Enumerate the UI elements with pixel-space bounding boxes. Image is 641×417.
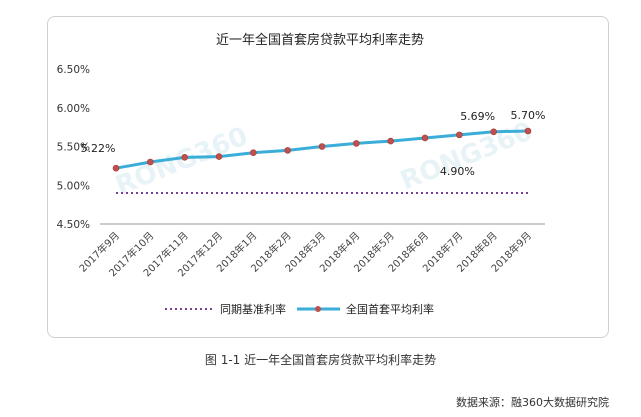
avg-rate-point — [421, 134, 429, 142]
legend-baseline-label: 同期基准利率 — [220, 302, 286, 316]
avg-rate-point — [112, 164, 120, 172]
y-tick-label: 4.50% — [57, 219, 90, 231]
watermark-left: RONG360 — [111, 121, 252, 201]
data-label: 5.70% — [511, 109, 546, 122]
avg-rate-point — [250, 149, 257, 156]
legend-avg-label: 全国首套平均利率 — [346, 302, 434, 316]
avg-rate-point — [524, 127, 532, 135]
y-tick-label: 5.50% — [57, 142, 90, 154]
avg-rate-point — [387, 137, 394, 145]
watermark-right: RONG360 — [396, 116, 537, 196]
data-label: 4.90% — [440, 165, 475, 178]
avg-rate-point — [490, 128, 497, 136]
figure-caption: 图 1-1 近一年全国首套房贷款平均利率走势 — [204, 353, 437, 367]
avg-rate-point — [353, 140, 360, 147]
avg-rate-point — [147, 158, 154, 166]
avg-rate-point — [215, 153, 223, 160]
avg-rate-point — [181, 154, 188, 161]
data-label: 5.22% — [81, 142, 116, 155]
y-tick-label: 6.50% — [57, 64, 90, 76]
data-label: 5.69% — [460, 110, 495, 123]
legend-avg-marker — [315, 306, 321, 312]
avg-rate-point — [284, 147, 291, 154]
y-tick-label: 6.00% — [57, 103, 90, 115]
line-chart: 近一年全国首套房贷款平均利率走势 RONG360 RONG360 6.50% 6.00%… — [57, 32, 546, 316]
avg-rate-point — [456, 131, 463, 139]
chart-frame — [47, 16, 609, 338]
source-note: 数据来源：融360大数据研究院 — [456, 396, 609, 409]
avg-rate-point — [318, 143, 326, 150]
chart-title: 近一年全国首套房贷款平均利率走势 — [216, 32, 424, 48]
y-tick-label: 5.00% — [57, 180, 90, 192]
